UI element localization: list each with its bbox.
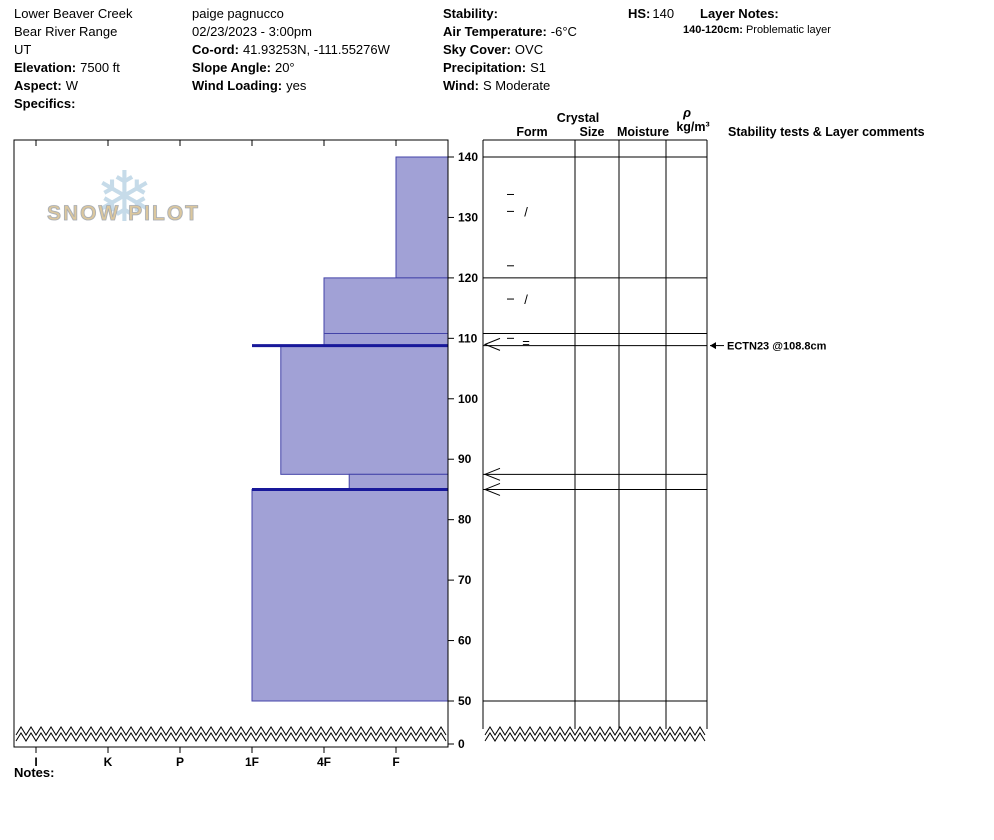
layer-hardness-bar xyxy=(323,277,449,334)
column-header-moisture: Moisture xyxy=(617,125,669,139)
layer-hardness-bar xyxy=(348,473,449,490)
snowpilot-watermark: ❄ SNOW PILOT xyxy=(45,162,215,248)
column-header-form: Form xyxy=(516,125,547,139)
snowpack-break-zigzag xyxy=(484,726,706,736)
hardness-axis-label: P xyxy=(176,755,184,769)
wind-loading-label: Wind Loading: xyxy=(192,78,283,93)
ground-depth-label: 0 xyxy=(458,737,465,751)
depth-axis-label: 110 xyxy=(458,331,478,345)
range-name: Bear River Range xyxy=(14,24,118,39)
wind-value: S Moderate xyxy=(482,78,551,93)
elevation-row: Elevation: 7500 ft xyxy=(14,59,133,77)
header-col-hs: HS: 140 xyxy=(628,5,674,23)
coordinates-row: Co-ord: 41.93253N, -111.55276W xyxy=(192,41,390,59)
header-col-observer: paige pagnucco 02/23/2023 - 3:00pm Co-or… xyxy=(192,5,390,95)
column-header-size: Size xyxy=(579,125,604,139)
header-col-weather: Stability: Air Temperature: -6°C Sky Cove… xyxy=(443,5,577,95)
layer-hardness-bar xyxy=(395,156,449,279)
column-header-crystal: Crystal xyxy=(557,111,599,125)
elevation-value: 7500 ft xyxy=(80,60,120,75)
plot-border xyxy=(13,139,449,748)
depth-axis-label: 80 xyxy=(458,513,472,527)
hardness-axis-label: 1F xyxy=(245,755,259,769)
elevation-label: Elevation: xyxy=(14,60,77,75)
precipitation-row: Precipitation: S1 xyxy=(443,59,577,77)
sky-cover-label: Sky Cover: xyxy=(443,42,511,57)
snowpack-break-zigzag xyxy=(484,732,706,742)
hardness-axis-label: I xyxy=(34,755,37,769)
wind-label: Wind: xyxy=(443,78,479,93)
layer-notes-label: Layer Notes: xyxy=(700,6,779,21)
header-col-location: Lower Beaver Creek Bear River Range UT E… xyxy=(14,5,133,113)
specifics-label: Specifics: xyxy=(14,96,76,111)
depth-axis-label: 100 xyxy=(458,392,478,406)
depth-axis-label: 90 xyxy=(458,452,472,466)
layer-hardness-bar xyxy=(280,345,449,475)
wind-row: Wind: S Moderate xyxy=(443,77,577,95)
hardness-axis-label: F xyxy=(392,755,399,769)
snowflake-icon: ❄ xyxy=(95,156,154,238)
specifics-row: Specifics: xyxy=(14,95,133,113)
sky-cover-row: Sky Cover: OVC xyxy=(443,41,577,59)
slope-angle-label: Slope Angle: xyxy=(192,60,271,75)
depth-axis-label: 140 xyxy=(458,150,478,164)
snowpack-break-zigzag xyxy=(15,732,447,742)
air-temperature-value: -6°C xyxy=(550,24,577,39)
notes-label: Notes: xyxy=(14,765,55,780)
aspect-row: Aspect: W xyxy=(14,77,133,95)
slope-angle-row: Slope Angle: 20° xyxy=(192,59,390,77)
observer-name: paige pagnucco xyxy=(192,6,284,21)
layer-pointer-arrow xyxy=(483,482,501,496)
grain-form-symbol: / xyxy=(524,292,528,307)
coordinates-label: Co-ord: xyxy=(192,42,239,57)
column-header-density-symbol: ρ xyxy=(682,105,691,120)
layer-hardness-bar xyxy=(251,488,449,702)
stability-test-annotation: ECTN23 @108.8cm xyxy=(727,341,827,353)
grain-form-symbol: / xyxy=(524,204,528,219)
layer-hardness-bar xyxy=(323,332,449,347)
depth-axis-label: 50 xyxy=(458,694,472,708)
depth-axis-label: 70 xyxy=(458,573,472,587)
hs-value: 140 xyxy=(652,6,675,21)
air-temperature-label: Air Temperature: xyxy=(443,24,547,39)
precipitation-value: S1 xyxy=(530,60,546,75)
aspect-value: W xyxy=(65,78,78,93)
air-temperature-row: Air Temperature: -6°C xyxy=(443,23,577,41)
layer-note-range: 140-120cm: xyxy=(683,24,743,36)
hardness-axis-label: 4F xyxy=(317,755,331,769)
depth-axis-label: 60 xyxy=(458,634,472,648)
aspect-label: Aspect: xyxy=(14,78,62,93)
layer-pointer-arrow xyxy=(483,467,501,481)
annotation-arrowhead xyxy=(710,342,716,350)
column-header-density-unit: kg/m³ xyxy=(676,120,709,134)
sky-cover-value: OVC xyxy=(514,42,544,57)
depth-axis-label: 130 xyxy=(458,210,478,224)
wind-loading-row: Wind Loading: yes xyxy=(192,77,390,95)
hardness-axis-label: K xyxy=(104,755,113,769)
stability-row: Stability: xyxy=(443,5,577,23)
state-name: UT xyxy=(14,42,32,57)
depth-axis-label: 120 xyxy=(458,271,478,285)
observation-datetime: 02/23/2023 - 3:00pm xyxy=(192,24,312,39)
slope-angle-value: 20° xyxy=(274,60,295,75)
column-header-comments: Stability tests & Layer comments xyxy=(728,125,925,139)
layer-notes-heading: Layer Notes: xyxy=(700,5,783,23)
snowpilot-logo-text: SNOW PILOT xyxy=(47,202,200,226)
site-name: Lower Beaver Creek xyxy=(14,6,133,21)
precipitation-label: Precipitation: xyxy=(443,60,527,75)
layer-note: 140-120cm: Problematic layer xyxy=(683,24,831,36)
grain-form-symbol: = xyxy=(522,335,530,350)
hs-row: HS: 140 xyxy=(628,5,674,23)
snowpack-break-zigzag xyxy=(15,726,447,736)
header-col-layer-notes: Layer Notes: xyxy=(700,5,783,23)
layer-note-text: Problematic layer xyxy=(745,24,831,36)
wind-loading-value: yes xyxy=(286,78,307,93)
hs-label: HS: xyxy=(628,6,651,21)
layer-pointer-arrow xyxy=(483,337,501,351)
stability-label: Stability: xyxy=(443,6,498,21)
coordinates-value: 41.93253N, -111.55276W xyxy=(242,42,390,57)
